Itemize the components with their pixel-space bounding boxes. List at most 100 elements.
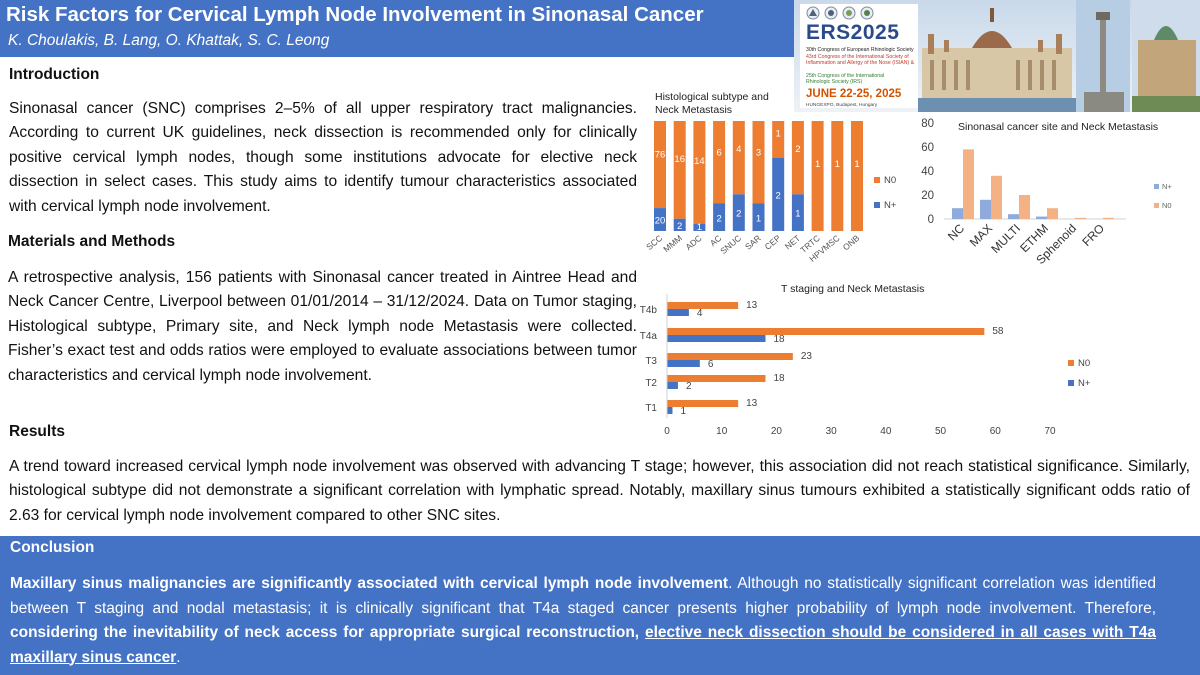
histology-chart-title-line2: Neck Metastasis (655, 104, 732, 116)
site-y-tick: 20 (921, 190, 934, 202)
site-bar-nplus (1036, 216, 1047, 219)
legend-label-nplus: N+ (884, 200, 897, 211)
tstage-category-label: T4a (640, 331, 658, 342)
site-chart-title: Sinonasal cancer site and Neck Metastasi… (958, 121, 1158, 133)
histology-bar-nplus (673, 218, 686, 231)
histology-label-n0: 1 (854, 159, 859, 170)
tstage-bar-nplus (667, 382, 678, 389)
tstage-bar-n0 (667, 400, 739, 407)
methods-text: A retrospective analysis, 156 patients w… (8, 269, 637, 384)
histology-bar-n0 (811, 121, 824, 231)
conclusion-reasoning: considering the inevitability of neck ac… (10, 624, 645, 641)
histology-label-n0: 2 (795, 144, 800, 155)
site-bar-nplus (980, 199, 991, 219)
methods-heading: Materials and Methods (8, 233, 176, 250)
histology-category-label: MMM (661, 233, 684, 254)
introduction-heading: Introduction (9, 66, 100, 83)
tstage-chart: T staging and Neck Metastasis 13 4 58 18 23 6… (640, 283, 1091, 437)
tstage-x-tick: 30 (826, 426, 838, 437)
legend-swatch-nplus (1068, 380, 1074, 386)
histology-label-n0: 4 (736, 144, 741, 155)
tstage-value-nplus: 4 (697, 308, 703, 319)
conclusion-heading: Conclusion (10, 539, 95, 556)
legend-label-n0: N0 (1162, 201, 1172, 210)
tstage-x-tick: 20 (771, 426, 783, 437)
congress-line-3: Inflammation and Allergy of the Nose (IS… (806, 60, 915, 66)
results-heading: Results (9, 423, 65, 440)
histology-bar-nplus (791, 194, 804, 231)
society-logos (806, 6, 874, 20)
histology-label-nplus: 1 (756, 213, 761, 224)
tstage-x-tick: 60 (990, 426, 1002, 437)
histology-category-label: SNUC (718, 233, 743, 256)
site-bar-n0 (1047, 208, 1058, 219)
histology-bar-n0 (791, 121, 804, 195)
site-bar-n0 (1075, 217, 1086, 219)
introduction-text: Sinonasal cancer (SNC) comprises 2–5% of… (9, 100, 637, 215)
histology-label-nplus: 1 (795, 209, 800, 220)
tstage-bar-nplus (667, 407, 673, 414)
tstage-x-tick: 50 (935, 426, 947, 437)
histology-bar-nplus (752, 203, 765, 231)
histology-bar-n0 (752, 121, 765, 204)
histology-chart-title: Histological subtype and (655, 91, 769, 103)
tstage-value-n0: 18 (773, 373, 785, 384)
tstage-category-label: T2 (645, 378, 657, 389)
legend-swatch-n0 (1154, 203, 1159, 208)
tstage-category-label: T1 (645, 403, 657, 414)
tstage-bar-n0 (667, 302, 739, 309)
congress-info-panel: ERS2025 30th Congress of European Rhinol… (800, 4, 918, 108)
tstage-value-nplus: 1 (680, 406, 686, 417)
site-category-label: NC (945, 221, 967, 243)
histology-label-nplus: 1 (697, 222, 702, 233)
histology-label-n0: 1 (776, 128, 781, 139)
legend-label-nplus: N+ (1162, 182, 1172, 191)
histology-category-label: CEP (763, 233, 783, 252)
tstage-x-tick: 0 (664, 426, 670, 437)
poster-title: Risk Factors for Cervical Lymph Node Inv… (6, 3, 704, 26)
histology-label-nplus: 20 (655, 216, 666, 227)
histology-category-label: ADC (684, 233, 704, 252)
histology-label-nplus: 2 (677, 221, 682, 232)
legend-label-n0: N0 (1078, 358, 1090, 369)
tstage-x-tick: 70 (1044, 426, 1056, 437)
legend-label-nplus: N+ (1078, 378, 1091, 389)
histology-bar-nplus (713, 203, 726, 231)
histology-label-nplus: 2 (776, 190, 781, 201)
histology-bar-n0 (851, 121, 863, 231)
congress-banner: ERS2025 30th Congress of European Rhinol… (794, 0, 1200, 112)
legend-swatch-nplus (874, 202, 880, 208)
histology-bar-n0 (831, 121, 844, 231)
tstage-x-tick: 10 (716, 426, 728, 437)
histology-bar-n0 (732, 121, 745, 195)
histology-label-n0: 76 (655, 150, 666, 161)
congress-line-2: 43rd Congress of the International Socie… (806, 54, 909, 60)
site-bar-n0 (991, 175, 1002, 219)
tstage-bar-nplus (667, 360, 700, 367)
tstage-chart-title: T staging and Neck Metastasis (781, 283, 924, 295)
histology-label-n0: 16 (674, 154, 685, 165)
site-category-label: FRO (1079, 221, 1107, 249)
legend-swatch-n0 (874, 177, 880, 183)
tstage-value-n0: 58 (992, 326, 1004, 337)
histology-bar-nplus (772, 157, 785, 231)
histology-bar-n0 (772, 121, 785, 158)
legend-swatch-nplus (1154, 184, 1159, 189)
congress-line-5: 25th Congress of the International (806, 73, 885, 79)
site-y-tick: 60 (921, 142, 934, 154)
histology-label-n0: 14 (694, 156, 705, 167)
histology-label-n0: 1 (815, 159, 820, 170)
histology-category-label: SAR (743, 233, 763, 252)
conclusion-panel (0, 536, 1200, 675)
congress-logo-text: ERS2025 (806, 21, 900, 44)
tstage-bar-n0 (667, 353, 793, 360)
site-bar-nplus (952, 208, 963, 219)
histology-label-n0: 3 (756, 148, 761, 159)
tstage-bar-nplus (667, 335, 766, 342)
legend-swatch-n0 (1068, 360, 1074, 366)
tstage-value-nplus: 18 (773, 334, 785, 345)
results-text: A trend toward increased cervical lymph … (9, 458, 1190, 524)
histology-label-nplus: 2 (716, 213, 721, 224)
histology-bar-n0 (673, 121, 686, 219)
tstage-category-label: T4b (640, 305, 658, 316)
